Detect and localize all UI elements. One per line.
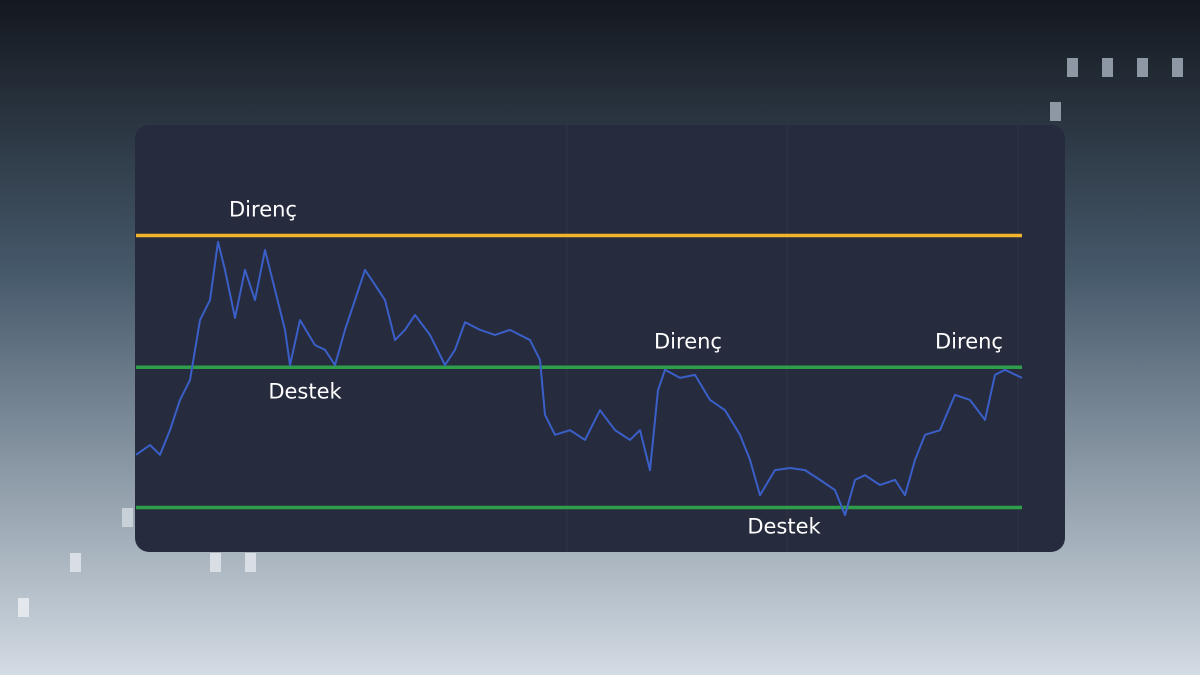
annotation: Destek	[747, 515, 821, 539]
annotation: Destek	[268, 379, 342, 403]
plot: Direnç Destek Direnç Direnç Destek	[135, 198, 1023, 539]
decor	[18, 58, 1183, 617]
annotation: Direnç	[654, 329, 722, 353]
annotation: Direnç	[935, 329, 1003, 353]
panel-grid	[566, 125, 1019, 552]
chart-panel	[135, 125, 1065, 552]
annotation: Direnç	[229, 198, 297, 222]
price-line	[135, 240, 1023, 517]
